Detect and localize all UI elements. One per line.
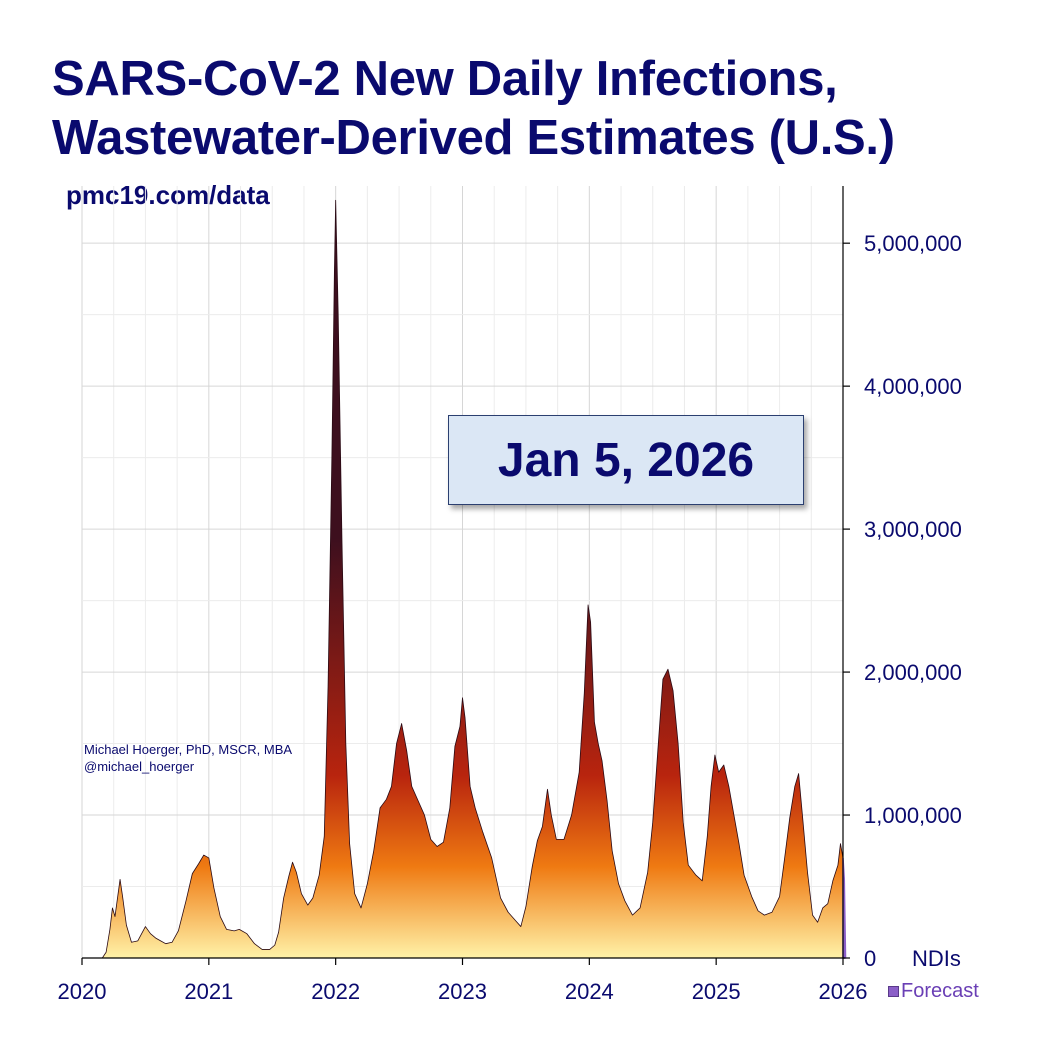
y-tick-labels: 0 1,000,000 2,000,000 3,000,000 4,000,000 5,0… — [864, 231, 962, 971]
infections-line — [101, 199, 845, 959]
author-name: Michael Hoerger, PhD, MSCR, MBA — [84, 742, 293, 757]
x-tick-label: 2020 — [58, 979, 107, 1004]
forecast-legend-swatch — [888, 986, 899, 997]
legend: Forecast — [888, 980, 979, 1003]
y-tick-label: 1,000,000 — [864, 803, 962, 828]
date-label-box: Jan 5, 2026 — [448, 415, 804, 505]
x-tick-label: 2021 — [184, 979, 233, 1004]
source-url: pmc19.com/data — [66, 180, 270, 210]
chart-title: SARS-CoV-2 New Daily Infections, Wastewa… — [52, 50, 895, 168]
grid-lines — [81, 186, 844, 959]
y-tick-label: 4,000,000 — [864, 374, 962, 399]
y-tick-label: 3,000,000 — [864, 517, 962, 542]
axes-layer — [81, 186, 850, 965]
chart-title-line-1: SARS-CoV-2 New Daily Infections, — [52, 52, 838, 106]
y-axis-label: NDIs — [912, 946, 961, 971]
y-tick-label: 0 — [864, 946, 876, 971]
author-credit: Michael Hoerger, PhD, MSCR, MBA @michael… — [84, 741, 292, 775]
x-tick-labels: 2020 2021 2022 2023 2024 2025 2026 — [58, 979, 868, 1004]
x-tick-label: 2024 — [565, 979, 614, 1004]
series-layer — [101, 199, 847, 959]
infections-area — [102, 200, 845, 959]
x-tick-label: 2026 — [819, 979, 868, 1004]
x-tick-label: 2023 — [438, 979, 487, 1004]
author-handle: @michael_hoerger — [84, 759, 195, 774]
y-tick-label: 5,000,000 — [864, 231, 962, 256]
x-tick-label: 2022 — [311, 979, 360, 1004]
y-tick-label: 2,000,000 — [864, 660, 962, 685]
x-tick-label: 2025 — [692, 979, 741, 1004]
chart-title-line-2: Wastewater-Derived Estimates (U.S.) — [52, 111, 895, 165]
forecast-legend-label: Forecast — [901, 980, 979, 1002]
